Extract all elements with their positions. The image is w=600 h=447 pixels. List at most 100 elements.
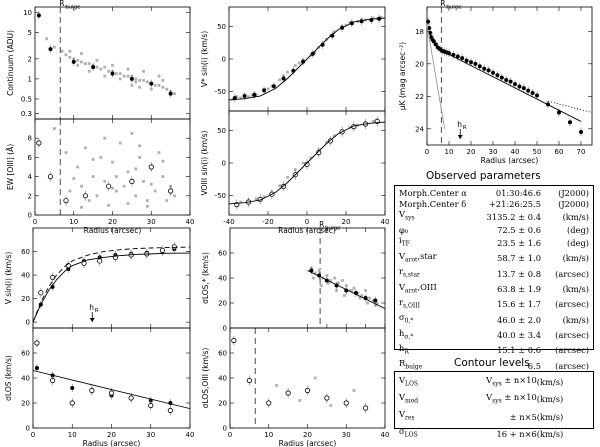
panel-siggas: 0 10 20 30 40 0 20 40 60 Radius (arcsec) σLOS,OIII… — [201, 327, 389, 447]
data-point-grey — [107, 204, 111, 207]
y-tick-label: 20 — [21, 295, 30, 303]
x-tick-label: 40 — [186, 431, 195, 439]
data-point-grey — [335, 289, 338, 292]
x-tick-label: 20 — [108, 218, 117, 226]
data-point-grey — [278, 184, 282, 188]
observed-parameter-row: Vsys 3135.2 ± 0.4 (km/s) — [399, 209, 589, 224]
y-tick-label: 50 — [217, 23, 226, 31]
data-point-filled — [530, 91, 535, 96]
data-point-filled — [301, 59, 306, 64]
observed-parameter-row: hσ,* 40.0 ± 3.4 (arcsec) — [399, 328, 589, 343]
y-tick-label: -50 — [215, 88, 226, 96]
data-point-grey — [64, 151, 68, 154]
y-tick-label: 22 — [415, 93, 424, 101]
h-r-label: h — [457, 120, 462, 129]
x-tick-label: 0 — [31, 431, 35, 439]
data-point-filled — [477, 64, 482, 69]
data-point-grey — [149, 182, 153, 186]
data-point-grey — [173, 194, 176, 198]
data-point-open — [304, 387, 311, 394]
data-point-grey — [103, 65, 107, 69]
observed-parameter-value: 01:30:46.6 — [495, 188, 541, 198]
contour-levels-table: VLOS Vsys ± n×10 (km/s) Vmod Vsys ± n×10 (km/… — [399, 374, 589, 443]
data-point-grey — [278, 78, 282, 82]
data-point-grey — [371, 120, 375, 123]
y-tick-label: -50 — [215, 192, 226, 200]
data-point-filled — [281, 76, 286, 81]
plot-frame — [229, 227, 386, 329]
r-bulge-label: R — [319, 220, 324, 229]
panel-sigstar2: 0 20 40 60 σLOS,* (km/s) R bulge — [201, 220, 386, 333]
data-point-filled — [568, 120, 572, 125]
y-tick-label: 5 — [28, 29, 32, 37]
contour-level-row: Vres ± n×5 (km/s) — [399, 408, 589, 425]
data-point-grey — [319, 284, 323, 287]
x-tick-label: 10 — [445, 148, 454, 156]
data-point-grey — [118, 72, 122, 76]
data-point-filled — [464, 58, 469, 63]
data-point-filled — [271, 84, 276, 89]
y-tick-label: 60 — [218, 250, 227, 258]
data-point-filled — [36, 13, 41, 18]
data-point-grey — [68, 189, 72, 193]
observed-parameter-label: Varot,star — [399, 250, 437, 264]
data-point-grey — [254, 197, 258, 201]
y-tick-label: 50 — [217, 127, 226, 135]
data-point-grey — [103, 180, 107, 183]
data-point-grey — [348, 21, 352, 24]
observed-parameter-row: Varot,star 58.7 ± 1.0 (km/s) — [399, 251, 589, 266]
data-point-open — [316, 150, 322, 156]
data-point-grey — [327, 281, 331, 285]
observed-parameter-label: Morph.Center δ — [399, 198, 467, 209]
data-point-grey — [344, 284, 348, 287]
data-point-filled — [473, 61, 478, 66]
data-point-filled — [557, 110, 561, 115]
x-axis-label: Radius (arcsec) — [481, 156, 539, 165]
data-point-grey — [91, 175, 95, 178]
y-tick-label: 1 — [28, 75, 32, 83]
panel-vgas: -40 -20 0 20 40 -50 0 50 Radius (arcsec) VOIII si… — [200, 110, 389, 235]
series-line-line — [228, 121, 386, 205]
observed-parameter-row: σ0,* 46.0 ± 2.0 (km/s) — [399, 312, 589, 327]
x-tick-label: 30 — [342, 431, 351, 439]
data-point-grey — [350, 289, 354, 292]
x-tick-label: 10 — [68, 431, 77, 439]
observed-parameter-unit: (deg) — [566, 224, 589, 235]
data-point-grey — [76, 58, 80, 62]
data-point-filled — [70, 386, 75, 390]
data-point-grey — [298, 399, 302, 402]
x-tick-label: 0 — [425, 148, 429, 156]
observed-parameter-value: 3135.2 ± 0.4 — [486, 211, 541, 222]
data-point-open — [246, 377, 252, 384]
data-point-grey — [72, 177, 76, 180]
data-point-grey — [251, 94, 254, 97]
data-point-open — [148, 402, 154, 409]
data-point-grey — [68, 56, 72, 59]
data-point-grey — [293, 64, 297, 67]
y-tick-label: 40 — [21, 375, 30, 383]
observed-parameter-value: 6.5 — [527, 360, 541, 371]
data-point-filled — [320, 42, 325, 47]
observed-parameter-label: φ₀ — [399, 224, 409, 235]
data-point-filled — [521, 86, 526, 91]
data-point-open — [285, 390, 291, 396]
data-point-grey — [83, 62, 87, 65]
data-point-grey — [286, 70, 289, 74]
observed-parameter-unit: (arcsec) — [555, 268, 589, 279]
data-point-grey — [52, 45, 56, 49]
y-tick-label: 6 — [28, 154, 33, 162]
contour-level-row: Vmod Vsys ± n×10 (km/s) — [399, 391, 589, 408]
contour-level-row: σLOS 16 + n×6 (km/s) — [399, 425, 589, 442]
observed-parameter-value: 72.5 ± 0.6 — [497, 224, 541, 235]
data-point-open — [363, 405, 369, 411]
y-tick-label: 0 — [26, 319, 30, 327]
data-point-grey — [235, 95, 239, 99]
data-point-grey — [76, 63, 80, 67]
data-point-grey — [64, 53, 68, 57]
plot-frame — [32, 227, 191, 329]
x-axis-label: Radius (arcsec) — [83, 439, 141, 447]
data-point-grey — [126, 202, 130, 205]
data-point-grey — [337, 281, 340, 285]
data-point-filled — [499, 75, 504, 80]
